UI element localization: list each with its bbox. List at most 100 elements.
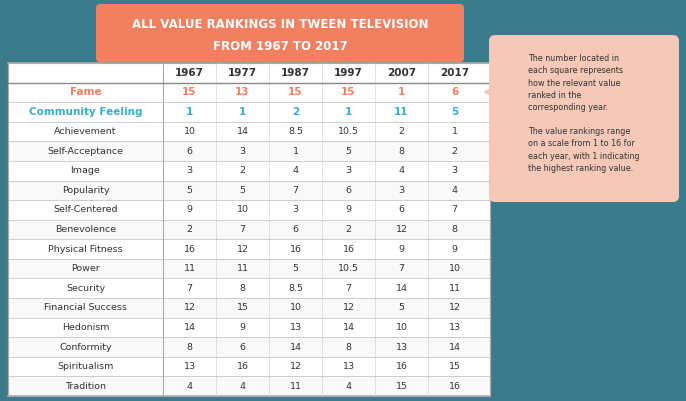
Text: Fame: Fame [70, 87, 102, 97]
Text: Popularity: Popularity [62, 186, 109, 195]
Text: 9: 9 [399, 245, 405, 253]
Text: 2: 2 [399, 127, 405, 136]
Text: Financial Success: Financial Success [44, 303, 127, 312]
Text: 8.5: 8.5 [288, 284, 303, 293]
Text: 16: 16 [289, 245, 302, 253]
Text: 12: 12 [342, 303, 355, 312]
Text: 4: 4 [451, 186, 458, 195]
Text: 7: 7 [399, 264, 405, 273]
Bar [8, 220, 490, 239]
Text: 15: 15 [396, 382, 407, 391]
Text: 14: 14 [449, 342, 460, 352]
Bar [8, 278, 490, 298]
Bar [8, 83, 490, 102]
Text: 14: 14 [183, 323, 196, 332]
Text: 14: 14 [289, 342, 302, 352]
Text: 1: 1 [398, 87, 405, 97]
Text: 2: 2 [346, 225, 351, 234]
Text: 11: 11 [237, 264, 248, 273]
Text: 8: 8 [451, 225, 458, 234]
Text: 8: 8 [239, 284, 246, 293]
Text: 12: 12 [396, 225, 407, 234]
Text: 14: 14 [342, 323, 355, 332]
Text: 1: 1 [239, 107, 246, 117]
Text: 9: 9 [451, 245, 458, 253]
FancyBboxPatch shape [8, 63, 490, 396]
Text: Spiritualism: Spiritualism [58, 362, 114, 371]
Text: 10: 10 [183, 127, 196, 136]
Text: 16: 16 [342, 245, 355, 253]
Text: 2: 2 [451, 147, 458, 156]
Text: Security: Security [66, 284, 105, 293]
Text: 15: 15 [182, 87, 197, 97]
Text: 6: 6 [399, 205, 405, 215]
Text: 5: 5 [292, 264, 298, 273]
Text: 7: 7 [292, 186, 298, 195]
Text: 10.5: 10.5 [338, 127, 359, 136]
Text: 13: 13 [183, 362, 196, 371]
Text: 13: 13 [342, 362, 355, 371]
Bar [8, 102, 490, 122]
Text: 3: 3 [399, 186, 405, 195]
Text: 1: 1 [345, 107, 352, 117]
Text: 6: 6 [292, 225, 298, 234]
Text: 14: 14 [396, 284, 407, 293]
Text: 5: 5 [239, 186, 246, 195]
Bar [8, 337, 490, 357]
Text: 1987: 1987 [281, 68, 310, 78]
Text: 8: 8 [187, 342, 193, 352]
Text: 10: 10 [289, 303, 302, 312]
Text: Self-Acceptance: Self-Acceptance [47, 147, 123, 156]
Text: 4: 4 [346, 382, 351, 391]
Bar [8, 318, 490, 337]
Text: 3: 3 [187, 166, 193, 175]
Text: 1977: 1977 [228, 68, 257, 78]
Bar [8, 298, 490, 318]
Text: 2: 2 [292, 107, 299, 117]
Text: 1967: 1967 [175, 68, 204, 78]
Text: Tradition: Tradition [65, 382, 106, 391]
Text: Physical Fitness: Physical Fitness [48, 245, 123, 253]
Text: 5: 5 [346, 147, 351, 156]
Text: 8.5: 8.5 [288, 127, 303, 136]
Text: 2: 2 [239, 166, 246, 175]
Text: 2017: 2017 [440, 68, 469, 78]
Text: FROM 1967 TO 2017: FROM 1967 TO 2017 [213, 41, 347, 53]
Text: 12: 12 [237, 245, 248, 253]
Bar [8, 239, 490, 259]
Text: 6: 6 [451, 87, 458, 97]
Text: 1997: 1997 [334, 68, 363, 78]
Bar [8, 200, 490, 220]
Text: 5: 5 [451, 107, 458, 117]
Text: 10: 10 [237, 205, 248, 215]
Bar [8, 122, 490, 142]
Bar [8, 142, 490, 161]
Text: 9: 9 [239, 323, 246, 332]
Text: Community Feeling: Community Feeling [29, 107, 142, 117]
Text: 11: 11 [449, 284, 460, 293]
Text: 16: 16 [237, 362, 248, 371]
FancyBboxPatch shape [489, 35, 679, 202]
Text: 1: 1 [186, 107, 193, 117]
Bar [8, 377, 490, 396]
Text: 7: 7 [239, 225, 246, 234]
Text: 15: 15 [288, 87, 303, 97]
Text: 9: 9 [346, 205, 351, 215]
Text: 3: 3 [292, 205, 298, 215]
Text: 13: 13 [449, 323, 460, 332]
Text: 13: 13 [395, 342, 407, 352]
Text: 15: 15 [449, 362, 460, 371]
Text: 1: 1 [292, 147, 298, 156]
Text: 5: 5 [187, 186, 193, 195]
Bar [8, 180, 490, 200]
Text: 3: 3 [239, 147, 246, 156]
Text: Benevolence: Benevolence [55, 225, 116, 234]
Text: ALL VALUE RANKINGS IN TWEEN TELEVISION: ALL VALUE RANKINGS IN TWEEN TELEVISION [132, 18, 428, 32]
Text: 10: 10 [396, 323, 407, 332]
Text: 9: 9 [187, 205, 193, 215]
Text: 2: 2 [187, 225, 193, 234]
Text: 12: 12 [289, 362, 302, 371]
Text: 16: 16 [449, 382, 460, 391]
Text: 6: 6 [346, 186, 351, 195]
Text: 13: 13 [289, 323, 302, 332]
